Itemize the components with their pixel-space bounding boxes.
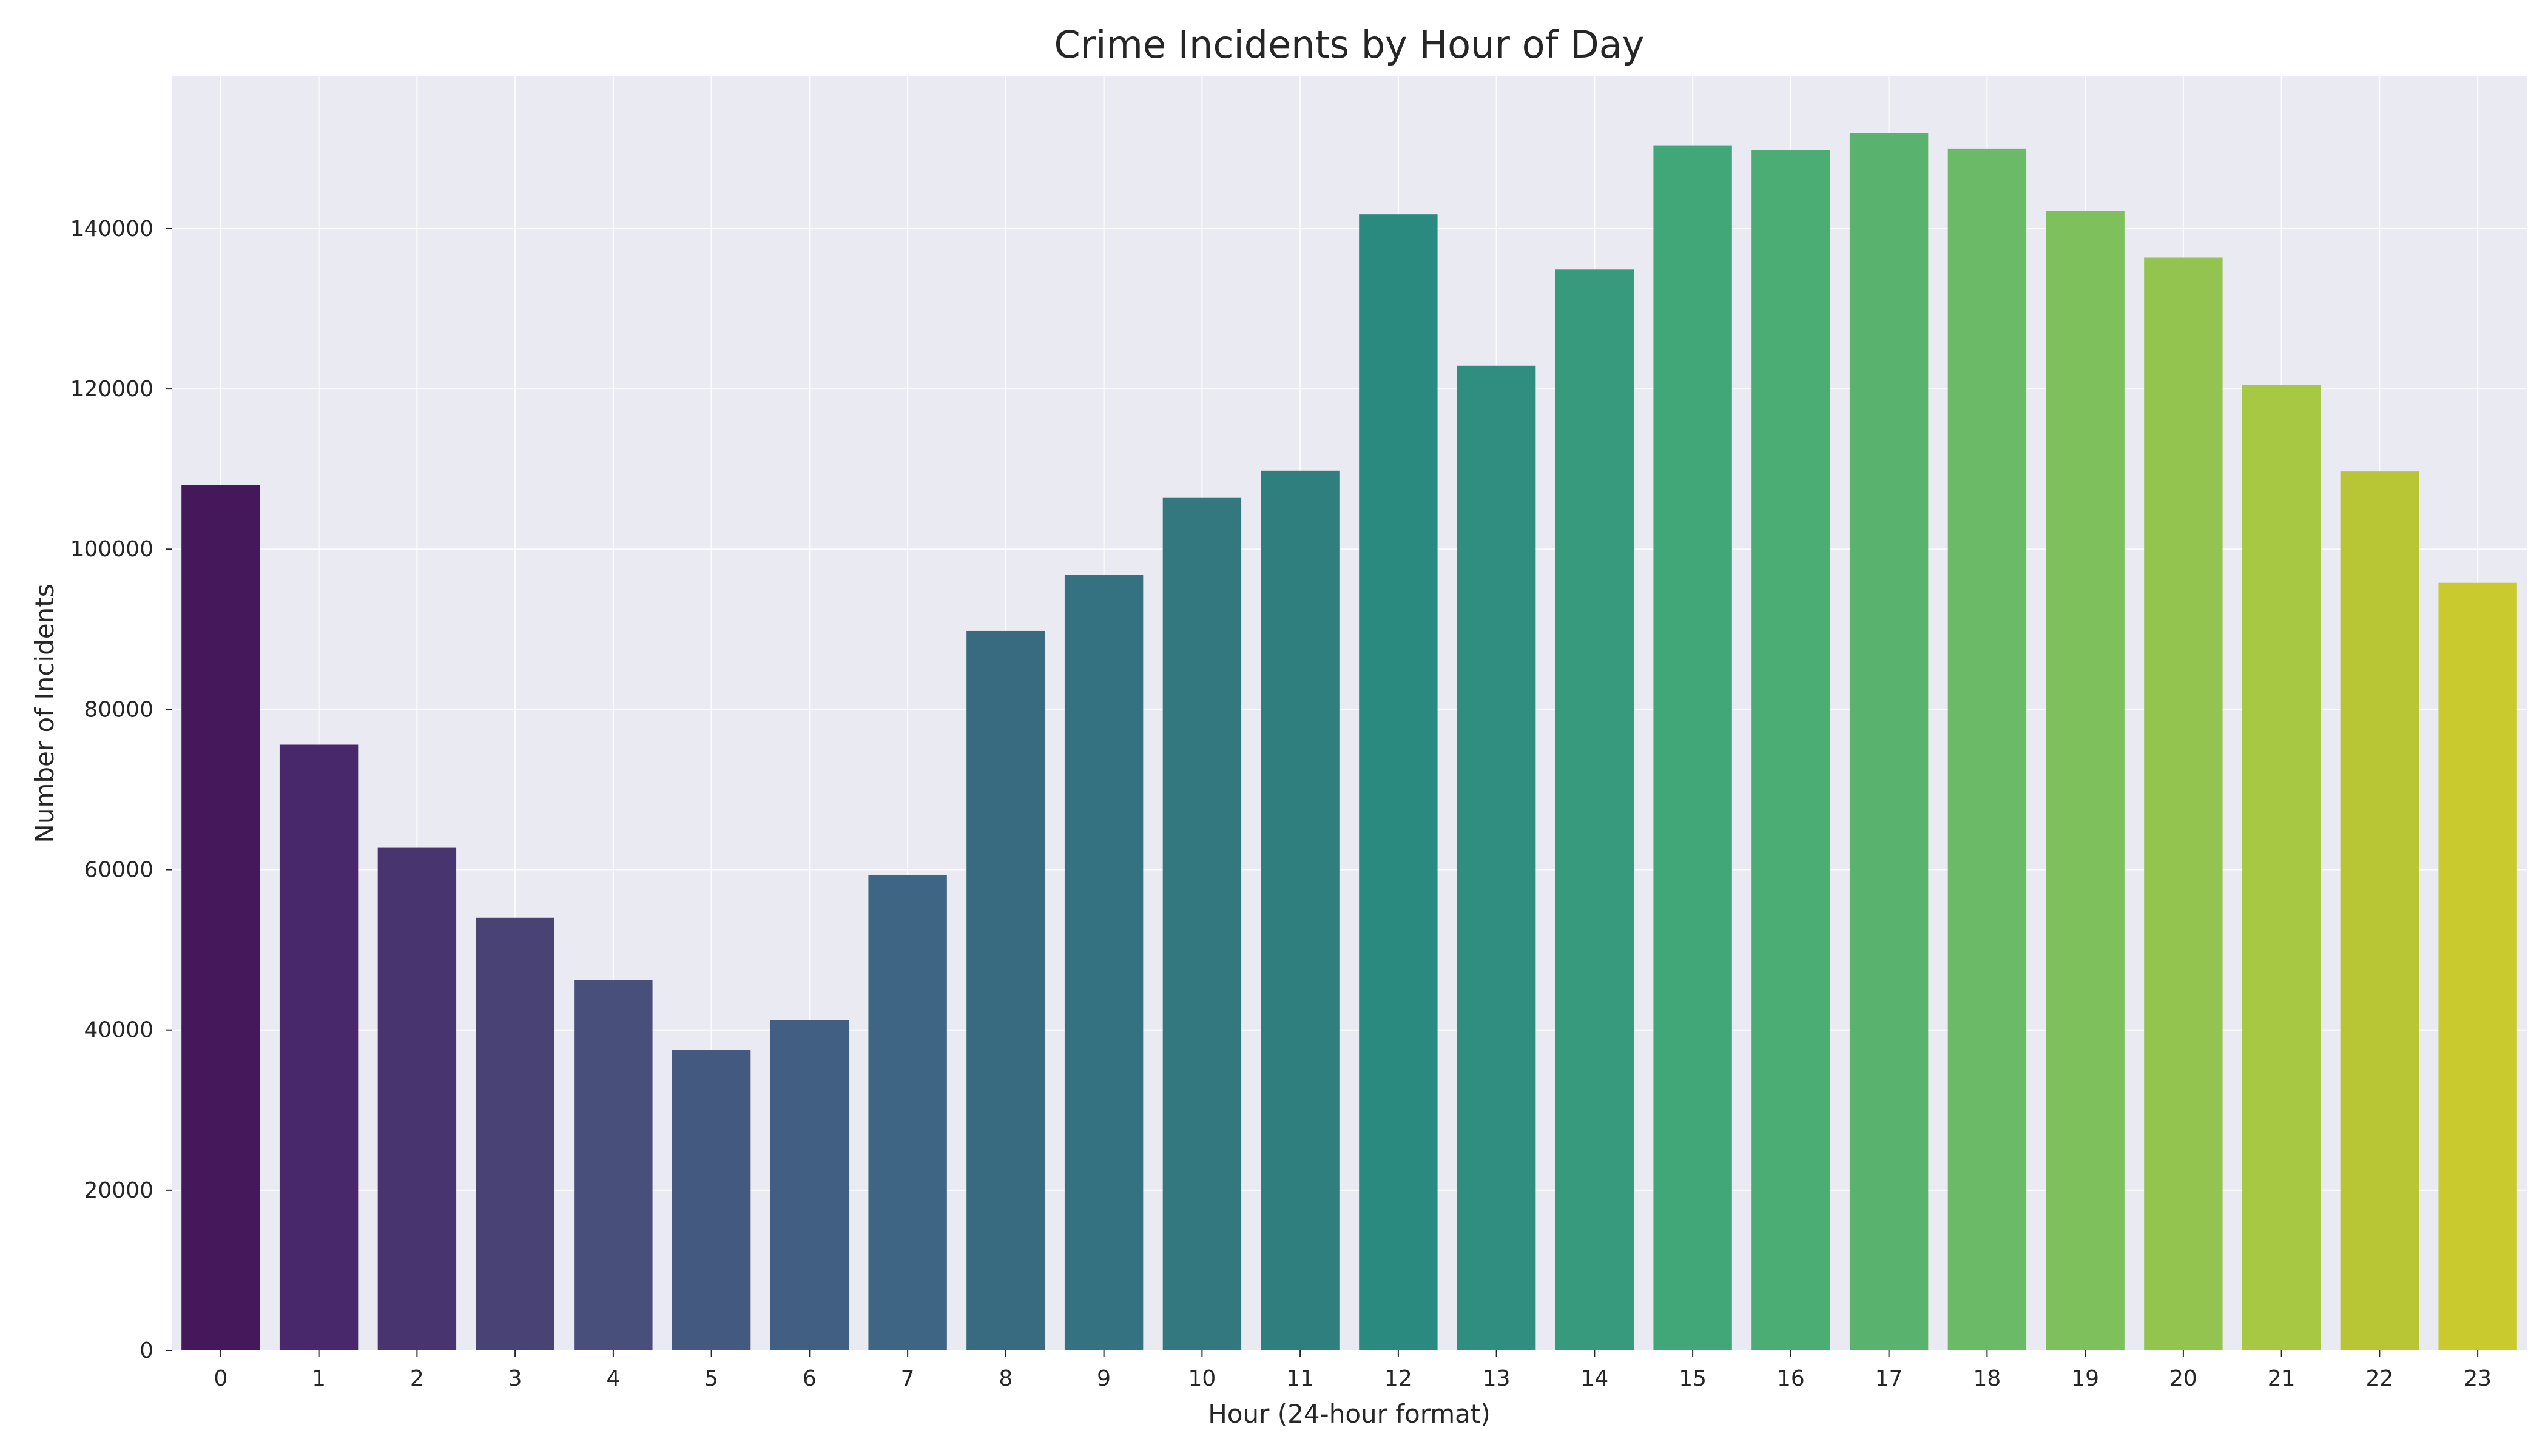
x-tick-label: 16 — [1777, 1366, 1805, 1391]
bar-hour-4 — [574, 980, 653, 1350]
x-tick-label: 19 — [2071, 1366, 2099, 1391]
bar-hour-8 — [966, 630, 1045, 1350]
y-tick-label: 100000 — [70, 537, 153, 562]
x-tick-label: 0 — [214, 1366, 228, 1391]
x-tick-label: 5 — [704, 1366, 718, 1391]
x-axis: 0 1 2 3 4 5 6 7 8 9 10 11 12 13 14 15 16 17 18 19 20 21 22 23 — [214, 1350, 2492, 1391]
x-tick-label: 23 — [2464, 1366, 2492, 1391]
bar-hour-3 — [476, 917, 554, 1350]
chart-title: Crime Incidents by Hour of Day — [1054, 22, 1645, 67]
bar-hour-1 — [279, 744, 359, 1350]
bar-hour-20 — [2144, 257, 2223, 1350]
bar-hour-11 — [1261, 470, 1340, 1351]
y-axis: 0 20000 40000 60000 80000 100000 120000 140000 — [70, 217, 172, 1363]
x-tick-label: 2 — [410, 1366, 424, 1391]
bar-hour-16 — [1751, 150, 1830, 1351]
y-tick-label: 20000 — [84, 1178, 153, 1203]
bar-hour-21 — [2242, 385, 2321, 1351]
bars — [181, 133, 2517, 1351]
bar-hour-12 — [1359, 214, 1438, 1350]
bar-hour-14 — [1555, 269, 1634, 1350]
x-tick-label: 15 — [1679, 1366, 1707, 1391]
y-tick-label: 60000 — [84, 858, 153, 883]
bar-hour-7 — [868, 875, 947, 1350]
bar-hour-15 — [1653, 145, 1732, 1350]
x-tick-label: 20 — [2169, 1366, 2197, 1391]
x-tick-label: 17 — [1875, 1366, 1903, 1391]
x-tick-label: 21 — [2268, 1366, 2296, 1391]
y-tick-label: 120000 — [70, 377, 153, 402]
bar-hour-5 — [672, 1050, 751, 1350]
x-tick-label: 22 — [2365, 1366, 2393, 1391]
bar-hour-6 — [770, 1020, 849, 1350]
x-tick-label: 4 — [606, 1366, 620, 1391]
bar-hour-23 — [2438, 582, 2517, 1350]
plot-area — [172, 76, 2527, 1350]
x-tick-label: 9 — [1097, 1366, 1111, 1391]
y-tick-label: 140000 — [70, 217, 153, 241]
bar-hour-9 — [1064, 575, 1144, 1350]
y-axis-label: Number of Incidents — [30, 584, 59, 843]
x-tick-label: 3 — [508, 1366, 522, 1391]
bar-hour-13 — [1457, 365, 1536, 1350]
x-tick-label: 14 — [1580, 1366, 1608, 1391]
y-tick-label: 80000 — [84, 697, 153, 722]
bar-hour-10 — [1162, 497, 1242, 1350]
x-tick-label: 11 — [1286, 1366, 1314, 1391]
bar-hour-17 — [1849, 133, 1929, 1351]
x-tick-label: 18 — [1973, 1366, 2001, 1391]
x-tick-label: 12 — [1384, 1366, 1412, 1391]
bar-hour-19 — [2046, 211, 2125, 1351]
y-tick-label: 40000 — [84, 1018, 153, 1043]
x-tick-label: 1 — [312, 1366, 326, 1391]
y-tick-label: 0 — [140, 1338, 153, 1363]
x-tick-label: 10 — [1188, 1366, 1216, 1391]
bar-hour-0 — [181, 485, 260, 1350]
x-tick-label: 8 — [999, 1366, 1013, 1391]
x-axis-label: Hour (24-hour format) — [1208, 1399, 1491, 1429]
bar-hour-22 — [2340, 471, 2419, 1350]
x-tick-label: 6 — [803, 1366, 817, 1391]
bar-hour-18 — [1947, 148, 2027, 1350]
x-tick-label: 7 — [901, 1366, 915, 1391]
bar-hour-2 — [377, 847, 457, 1350]
x-tick-label: 13 — [1483, 1366, 1511, 1391]
